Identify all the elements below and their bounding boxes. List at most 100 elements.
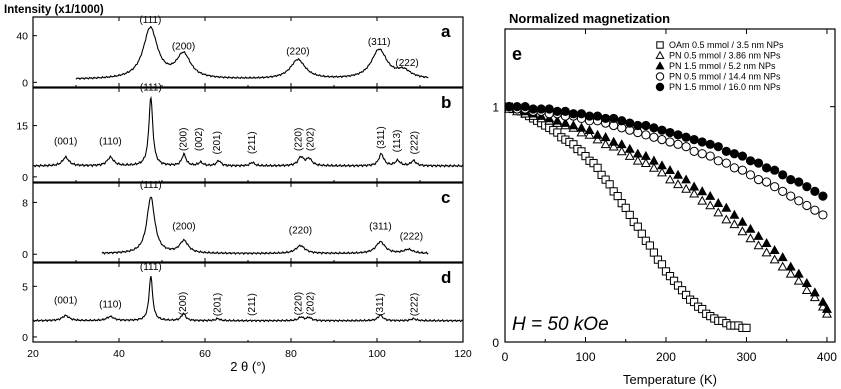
legend-marker xyxy=(655,72,665,81)
data-point xyxy=(721,202,732,212)
peak-label: (222) xyxy=(409,293,420,316)
data-point xyxy=(689,181,700,191)
data-point xyxy=(641,120,651,131)
x-tick-label: 300 xyxy=(736,350,756,364)
x-tick-label: 0 xyxy=(502,350,509,364)
data-point xyxy=(818,210,828,220)
data-point xyxy=(745,223,756,233)
data-point xyxy=(633,120,643,131)
data-point xyxy=(600,132,611,142)
data-point xyxy=(761,237,772,247)
data-point xyxy=(721,158,731,168)
data-point xyxy=(777,252,788,262)
data-point xyxy=(802,182,812,192)
data-point xyxy=(761,247,772,257)
panel-frame-c xyxy=(32,182,464,263)
peak-label: (220) xyxy=(289,226,312,237)
legend-marker xyxy=(656,41,664,49)
data-point xyxy=(737,165,748,175)
data-point xyxy=(673,130,683,140)
data-point xyxy=(649,248,659,257)
panel-frame-a xyxy=(32,16,464,88)
peak-label: (220) xyxy=(294,128,305,151)
peak-label: (211) xyxy=(247,293,258,316)
data-point xyxy=(592,129,603,139)
series-3 xyxy=(504,102,828,220)
data-point xyxy=(649,123,659,133)
peak-label: (311) xyxy=(376,126,387,149)
data-point xyxy=(657,135,667,145)
y-tick-label: 8 xyxy=(22,197,28,209)
pattern-line-a xyxy=(75,25,429,80)
peak-label: (200) xyxy=(172,42,195,53)
data-point xyxy=(761,163,772,173)
data-point xyxy=(601,113,611,124)
peak-label: (222) xyxy=(409,131,420,154)
data-point xyxy=(608,136,619,146)
x-tick-label: 20 xyxy=(27,348,39,360)
data-point xyxy=(770,182,780,192)
peak-label: (201) xyxy=(212,293,223,316)
peak-label: (111) xyxy=(140,262,162,273)
data-point xyxy=(624,150,635,160)
panel-label: b xyxy=(441,93,451,112)
data-point xyxy=(729,219,740,229)
data-point xyxy=(640,157,651,167)
data-point xyxy=(737,226,748,236)
data-point xyxy=(640,150,651,160)
y-tick-label: 1 xyxy=(492,101,499,115)
data-point xyxy=(761,177,772,187)
x-tick-label: 400 xyxy=(817,350,837,364)
data-point xyxy=(665,127,675,138)
y-tick-label: 5 xyxy=(22,281,28,293)
data-point xyxy=(665,137,675,147)
y-axis-label: Intensity (x1/1000) xyxy=(4,4,104,16)
data-point xyxy=(729,209,740,219)
y-tick-label: 0 xyxy=(22,77,28,89)
plot-frame xyxy=(504,28,836,343)
data-point xyxy=(617,116,627,126)
panel-label: a xyxy=(441,22,451,41)
legend-label: PN 0.5 mmol / 14.4 nm NPs xyxy=(669,72,781,82)
peak-label: (222) xyxy=(400,231,423,242)
data-point xyxy=(673,139,683,149)
peak-label: (001) xyxy=(54,136,77,147)
peak-label: (001) xyxy=(54,296,77,307)
data-point xyxy=(616,139,627,149)
data-point xyxy=(560,117,571,127)
data-point xyxy=(649,132,659,142)
pattern-line-c xyxy=(101,196,429,256)
data-point xyxy=(648,162,659,172)
data-point xyxy=(584,125,595,134)
y-tick-label: 0 xyxy=(22,332,28,344)
peak-label: (110) xyxy=(99,136,122,147)
data-point xyxy=(810,205,820,215)
data-point xyxy=(753,230,764,240)
y-tick-label: 0 xyxy=(492,336,499,350)
data-point xyxy=(697,195,708,205)
peak-label: (202) xyxy=(305,128,316,151)
data-point xyxy=(721,146,731,156)
data-point xyxy=(681,174,692,184)
data-point xyxy=(778,186,788,196)
data-point xyxy=(632,148,643,158)
legend-label: PN 1.5 mmol / 5.2 nm NPs xyxy=(669,61,776,71)
data-point xyxy=(584,129,595,139)
data-point xyxy=(504,102,514,112)
data-point xyxy=(624,143,635,153)
data-point xyxy=(697,137,707,147)
data-point xyxy=(689,188,700,198)
peak-label: (311) xyxy=(375,293,386,316)
data-point xyxy=(552,115,563,125)
data-point xyxy=(786,175,796,185)
data-point xyxy=(742,323,751,332)
data-point xyxy=(713,142,723,152)
data-point xyxy=(665,165,675,174)
data-point xyxy=(665,174,675,184)
peak-label: (211) xyxy=(247,131,258,154)
data-point xyxy=(609,113,619,124)
data-point xyxy=(745,170,756,180)
data-point xyxy=(794,177,804,187)
peak-label: (201) xyxy=(212,131,223,154)
